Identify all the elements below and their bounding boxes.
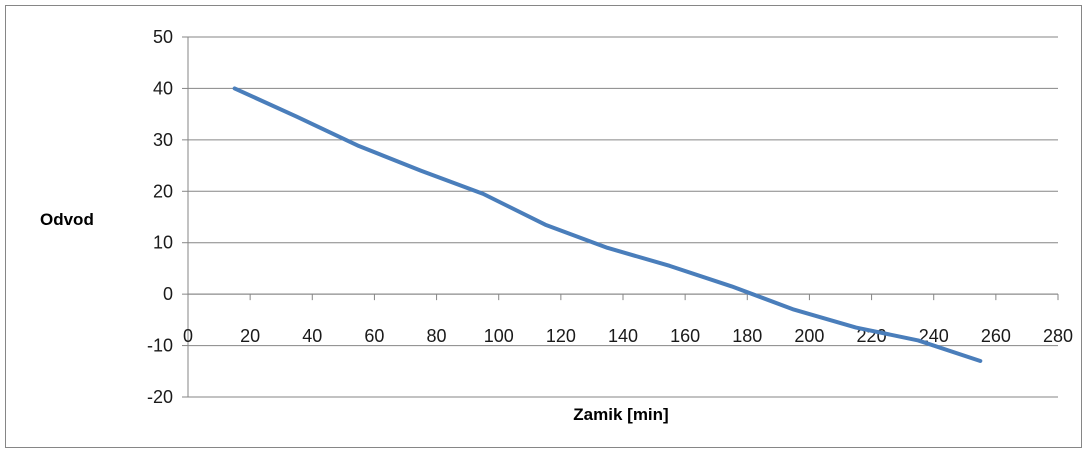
y-tick-label: -10 — [147, 336, 173, 356]
data-point — [357, 144, 361, 148]
x-tick-label: 100 — [484, 326, 514, 346]
x-tick-labels: 0 20 40 60 80 100 120 140 160 180 200 220 240 260 280 — [183, 326, 1073, 346]
data-point — [978, 359, 982, 363]
x-tick-label: 180 — [732, 326, 762, 346]
data-point — [605, 246, 609, 250]
y-tick-label: -20 — [147, 387, 173, 407]
x-tick-label: 20 — [240, 326, 260, 346]
y-tick-label: 0 — [163, 284, 173, 304]
y-tick-label: 10 — [153, 233, 173, 253]
data-point — [419, 169, 423, 173]
data-point — [233, 86, 237, 90]
x-axis-title: Zamik [min] — [573, 405, 668, 424]
x-tick-label: 160 — [670, 326, 700, 346]
x-tick-label: 60 — [364, 326, 384, 346]
x-tick-label: 200 — [794, 326, 824, 346]
data-point — [481, 192, 485, 196]
data-point — [668, 264, 672, 268]
y-tick-label: 40 — [153, 78, 173, 98]
x-tick-label: 80 — [427, 326, 447, 346]
series-line-0 — [232, 86, 983, 363]
x-tick-label: 280 — [1043, 326, 1073, 346]
y-axis-title: Odvod — [40, 210, 94, 229]
series-lines — [232, 86, 983, 363]
y-tick-label: 20 — [153, 181, 173, 201]
x-tick-label: 120 — [546, 326, 576, 346]
data-point — [295, 115, 299, 119]
y-tick-label: 50 — [153, 27, 173, 47]
x-tick-label: 260 — [981, 326, 1011, 346]
x-tick-label: 140 — [608, 326, 638, 346]
data-point — [543, 223, 547, 227]
x-tick-label: 40 — [302, 326, 322, 346]
x-tick-label: 0 — [183, 326, 193, 346]
y-tick-labels: 50 40 30 20 10 0 -10 -20 — [147, 27, 173, 407]
axes — [182, 36, 1059, 398]
data-point — [730, 284, 734, 288]
chart-frame — [5, 5, 1082, 448]
data-point — [916, 338, 920, 342]
y-tick-label: 30 — [153, 130, 173, 150]
data-point — [854, 326, 858, 330]
data-point — [792, 308, 796, 312]
